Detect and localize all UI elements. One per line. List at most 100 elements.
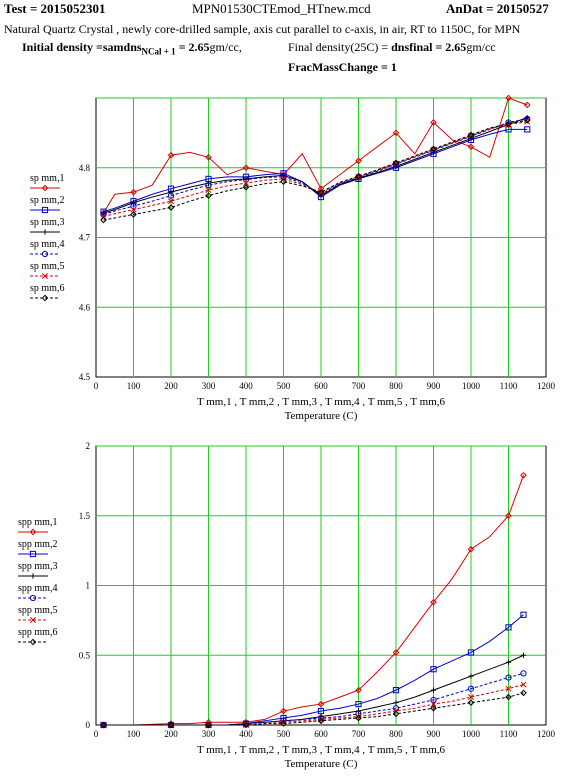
data-point: [392, 649, 400, 656]
analysis-date: AnDat = 20150527: [446, 1, 549, 16]
x-tick-label: 1100: [500, 381, 518, 391]
series-6: [100, 689, 527, 729]
series-6: [100, 117, 531, 224]
initial-density-label: Initial density =samdns: [22, 40, 142, 54]
legend-entry: sp mm,6: [30, 284, 64, 306]
x-tick-label: 200: [164, 729, 178, 739]
y-tick-label: 1: [86, 581, 91, 591]
data-point: [430, 687, 437, 693]
legend-label: spp mm,3: [18, 561, 58, 572]
file-name: MPN01530CTEmod_HTnew.mcd: [192, 1, 371, 16]
data-point: [242, 720, 250, 727]
legend-entry: spp mm,2: [18, 540, 57, 562]
legend-marker: [41, 250, 49, 258]
legend-entry: spp mm,1: [18, 518, 57, 540]
test-id: Test = 2015052301: [4, 1, 106, 16]
legend-swatch: [30, 184, 60, 192]
chart1-legend: sp mm,1 sp mm,2 sp mm,3 sp mm,4 sp mm,5 sp mm…: [30, 174, 64, 306]
legend-swatch: [18, 638, 48, 646]
legend-entry: sp mm,3: [30, 218, 64, 240]
x-tick-label: 700: [352, 381, 366, 391]
data-point: [393, 700, 399, 706]
legend-entry: spp mm,4: [18, 584, 57, 606]
data-point: [317, 700, 325, 708]
y-tick-label: 4.8: [79, 163, 91, 173]
series-2: [100, 611, 527, 729]
series-line: [103, 119, 528, 221]
series-1: [100, 471, 527, 729]
series-line: [103, 121, 528, 218]
final-density-unit: gm/cc: [466, 40, 496, 54]
legend-label: spp mm,1: [18, 517, 58, 528]
initial-density-value: = 2.65: [178, 40, 210, 54]
y-tick-label: 4.6: [79, 302, 91, 312]
x-tick-label: 400: [239, 729, 253, 739]
series-5: [100, 118, 531, 220]
data-point: [505, 624, 512, 631]
legend-swatch: [18, 573, 48, 579]
data-point: [467, 649, 475, 656]
legend-swatch: [30, 294, 60, 302]
legend-swatch: [18, 550, 48, 558]
x-axis-expression: T mm,1 , T mm,2 , T mm,3 , T mm,4 , T mm…: [197, 744, 446, 756]
legend-swatch: [30, 273, 60, 279]
data-point: [467, 699, 475, 706]
legend-marker: [29, 594, 37, 602]
data-point: [523, 117, 531, 124]
y-tick-label: 0.5: [79, 650, 91, 660]
data-point: [505, 674, 512, 681]
x-tick-label: 100: [127, 381, 141, 391]
legend-label: sp mm,3: [30, 217, 65, 228]
data-point: [505, 659, 512, 665]
data-point: [130, 206, 137, 213]
data-point: [242, 183, 250, 191]
legend-entry: spp mm,6: [18, 628, 57, 650]
legend-marker: [41, 184, 49, 192]
data-point: [317, 717, 325, 725]
x-tick-label: 900: [427, 381, 441, 391]
data-point: [468, 694, 474, 701]
data-point: [205, 182, 212, 189]
legend-label: spp mm,4: [18, 583, 58, 594]
legend-label: sp mm,4: [30, 239, 65, 250]
data-point: [505, 693, 512, 701]
legend-entry: sp mm,4: [30, 240, 64, 262]
data-point: [467, 685, 475, 692]
data-point: [520, 611, 527, 618]
data-point: [168, 189, 174, 195]
data-point: [130, 211, 137, 218]
legend-label: spp mm,6: [18, 627, 58, 638]
initial-density-sub: NCal + 1: [141, 46, 176, 57]
data-point: [467, 131, 475, 139]
data-point: [392, 129, 400, 137]
data-point: [355, 700, 362, 708]
y-tick-label: 2: [86, 441, 91, 451]
data-point: [430, 598, 437, 606]
data-point: [430, 704, 437, 712]
x-tick-label: 1200: [537, 381, 556, 391]
data-point: [392, 159, 400, 167]
series-line: [103, 475, 524, 726]
data-point: [520, 689, 527, 697]
data-point: [317, 707, 325, 715]
x-tick-label: 700: [352, 729, 366, 739]
data-point: [167, 204, 175, 211]
series-line: [103, 614, 524, 726]
x-tick-label: 800: [389, 729, 403, 739]
data-point: [467, 545, 475, 553]
x-tick-label: 0: [94, 381, 99, 391]
data-point: [100, 721, 107, 729]
x-tick-label: 200: [164, 381, 178, 391]
series-4: [100, 115, 531, 218]
data-point: [317, 188, 325, 196]
legend-marker: [30, 573, 36, 579]
chart2-legend: spp mm,1 spp mm,2 spp mm,3 spp mm,4 spp mm,5…: [18, 518, 57, 650]
data-point: [205, 153, 212, 161]
data-point: [467, 143, 475, 151]
data-point: [242, 176, 250, 183]
legend-marker: [41, 294, 49, 302]
legend-marker: [41, 206, 49, 214]
x-tick-label: 0: [94, 729, 99, 739]
series-line: [103, 654, 524, 726]
final-density: Final density(25C) = dnsfinal = 2.65gm/c…: [288, 40, 496, 55]
